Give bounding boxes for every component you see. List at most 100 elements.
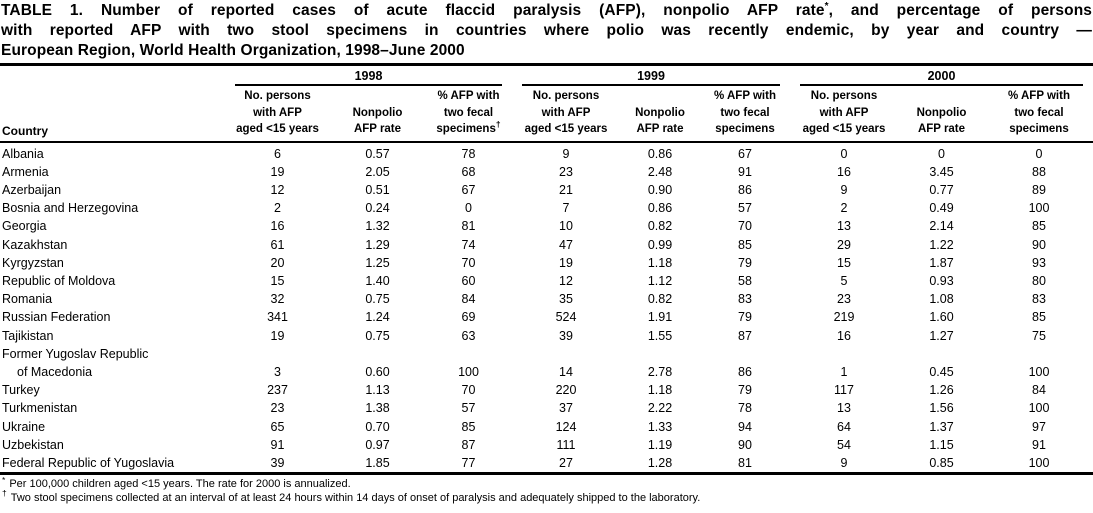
value-cell: 91 — [738, 164, 752, 179]
title-text: TABLE 1. Number of reported cases of acu… — [1, 2, 825, 19]
value-cell: 83 — [738, 292, 752, 307]
value-cell: 1.33 — [647, 419, 673, 434]
country-cell: Armenia — [2, 164, 49, 179]
value-cell: 37 — [559, 401, 573, 416]
value-cell: 91 — [270, 437, 285, 452]
value-cell: 0.70 — [365, 419, 390, 434]
value-cell: 100 — [1028, 201, 1050, 216]
value-cell: 67 — [738, 146, 752, 161]
value-cell: 0.45 — [929, 364, 954, 379]
value-cell: 70 — [738, 219, 752, 234]
footnotes: * Per 100,000 children aged <15 years. Th… — [0, 475, 1093, 505]
value-cell: 84 — [461, 292, 476, 307]
value-cell: 87 — [738, 328, 752, 343]
value-cell: 2.14 — [929, 219, 954, 234]
col-header-specimens-1998: % AFP with two fecal specimens† — [425, 86, 512, 143]
value-cell: 85 — [461, 419, 476, 434]
value-cell: 0 — [465, 201, 472, 216]
value-cell: 86 — [738, 364, 752, 379]
value-cell: 237 — [267, 383, 288, 398]
year-label: 1999 — [522, 69, 780, 86]
value-cell: 32 — [270, 292, 285, 307]
value-cell: 84 — [1032, 383, 1046, 398]
value-cell: 67 — [461, 182, 476, 197]
country-cell: Federal Republic of Yugoslavia — [2, 455, 175, 470]
value-cell: 1.12 — [647, 273, 673, 288]
value-cell: 91 — [1032, 437, 1046, 452]
value-cell: 1.22 — [929, 237, 954, 252]
value-cell: 6 — [274, 146, 281, 161]
value-cell: 2.48 — [647, 164, 673, 179]
value-cell: 0.90 — [647, 182, 673, 197]
table-row: Turkey 237 1.13 70 220 1.18 79 117 1.26 84 — [0, 381, 1093, 399]
col-header-persons-2000: No. persons with AFP aged <15 years — [790, 86, 898, 143]
value-cell: 68 — [461, 164, 476, 179]
value-cell: 9 — [840, 182, 848, 197]
value-cell: 1.60 — [929, 310, 954, 325]
value-cell: 97 — [1032, 419, 1046, 434]
table-row: Ukraine 65 0.70 85 124 1.33 94 64 1.37 97 — [0, 418, 1093, 436]
value-cell: 2 — [840, 201, 848, 216]
value-cell: 2.78 — [647, 364, 673, 379]
value-cell: 0.82 — [647, 219, 673, 234]
value-cell: 1.32 — [365, 219, 390, 234]
table-row: Kyrgyzstan 20 1.25 70 19 1.18 79 15 1.87 93 — [0, 254, 1093, 272]
value-cell: 1.27 — [929, 328, 954, 343]
table-row: Tajikistan 19 0.75 63 39 1.55 87 16 1.27 75 — [0, 327, 1093, 345]
table-row: Federal Republic of Yugoslavia 39 1.85 77 27… — [0, 454, 1093, 474]
value-cell: 2.22 — [647, 401, 673, 416]
value-cell: 86 — [738, 182, 752, 197]
year-row-spacer — [0, 65, 225, 87]
country-cell: Turkey — [2, 383, 40, 398]
value-cell: 81 — [461, 219, 476, 234]
title-text: , and percentage of persons — [828, 2, 1093, 19]
value-cell: 0.57 — [365, 146, 390, 161]
table-row: Turkmenistan 23 1.38 57 37 2.22 78 13 1.56 100 — [0, 399, 1093, 417]
value-cell: 1.15 — [929, 437, 954, 452]
value-cell: 1.28 — [647, 455, 673, 470]
value-cell: 27 — [559, 455, 573, 470]
value-cell: 57 — [738, 201, 752, 216]
column-header-row: Country No. persons with AFP aged <15 ye… — [0, 86, 1093, 143]
value-cell: 9 — [840, 455, 848, 470]
value-cell: 1.38 — [365, 401, 390, 416]
value-cell: 1.85 — [365, 455, 390, 470]
col-header-rate-1998: Nonpolio AFP rate — [330, 86, 425, 143]
country-cell: Former Yugoslav Republic of Macedonia — [2, 346, 149, 379]
value-cell: 64 — [837, 419, 851, 434]
country-cell: Uzbekistan — [2, 437, 64, 452]
table-row: Albania 6 0.57 78 9 0.86 67 0 0 0 — [0, 142, 1093, 163]
value-cell: 111 — [556, 437, 576, 452]
value-cell: 0.82 — [647, 292, 673, 307]
country-cell: Georgia — [2, 219, 47, 234]
country-column-header: Country — [0, 86, 225, 143]
footnote-asterisk: * Per 100,000 children aged <15 years. Th… — [2, 474, 351, 491]
value-cell: 19 — [270, 328, 285, 343]
value-cell: 89 — [1032, 182, 1046, 197]
value-cell: 100 — [1028, 364, 1050, 379]
table-row: Russian Federation 341 1.24 69 524 1.91 79 219 1… — [0, 308, 1093, 326]
country-cell: Ukraine — [2, 419, 46, 434]
value-cell: 13 — [837, 219, 851, 234]
value-cell: 47 — [559, 237, 573, 252]
value-cell: 0.51 — [365, 182, 390, 197]
table-row: Former Yugoslav Republic of Macedonia 3 0.6… — [0, 345, 1093, 381]
value-cell: 220 — [555, 383, 577, 398]
value-cell: 100 — [1028, 401, 1050, 416]
value-cell: 1.91 — [647, 310, 673, 325]
value-cell: 124 — [555, 419, 577, 434]
value-cell: 58 — [738, 273, 752, 288]
value-cell: 1.18 — [647, 255, 673, 270]
value-cell: 0.75 — [365, 328, 390, 343]
table-row: Bosnia and Herzegovina 2 0.24 0 7 0.86 57 2 0.49… — [0, 199, 1093, 217]
value-cell: 39 — [559, 328, 573, 343]
value-cell: 70 — [461, 383, 476, 398]
value-cell: 94 — [738, 419, 752, 434]
value-cell: 83 — [1032, 292, 1046, 307]
value-cell: 19 — [559, 255, 573, 270]
value-cell: 3 — [274, 364, 281, 379]
value-cell: 2 — [274, 201, 281, 216]
value-cell: 63 — [461, 328, 476, 343]
value-cell: 65 — [270, 419, 285, 434]
value-cell: 23 — [837, 292, 851, 307]
